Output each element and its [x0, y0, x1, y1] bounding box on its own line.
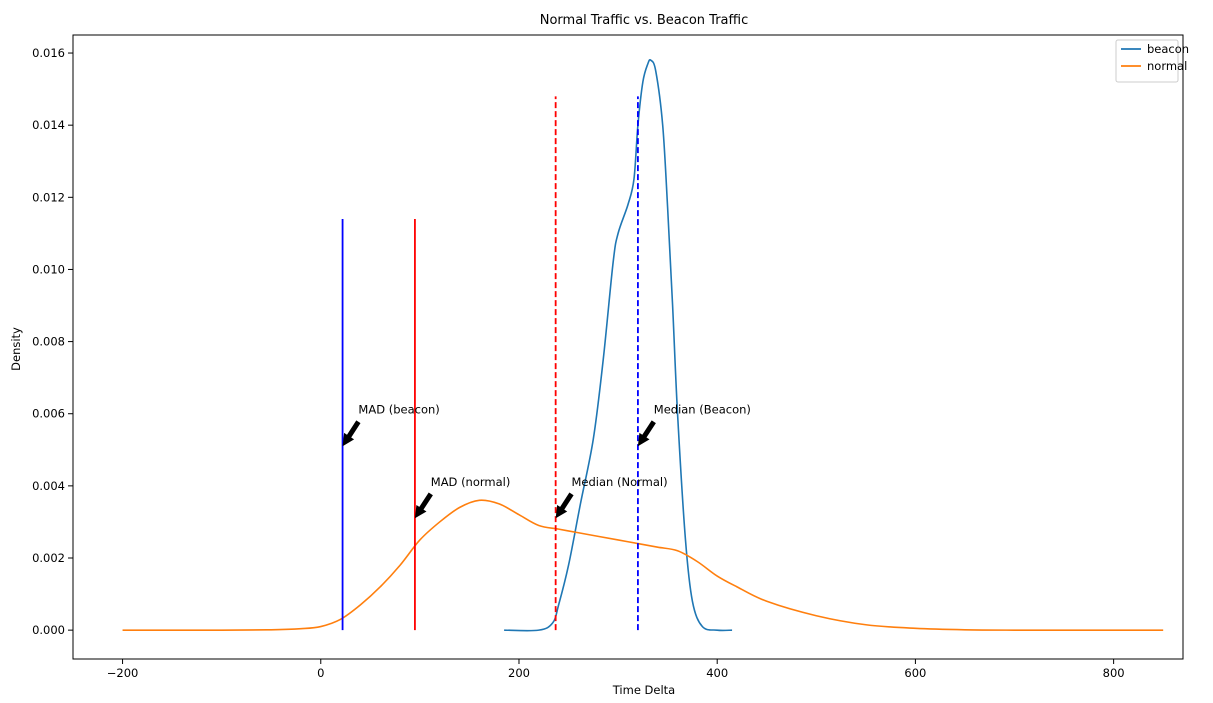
y-tick-label: 0.014 [32, 118, 65, 132]
annotation-arrow [637, 420, 656, 447]
annotation-arrow [414, 492, 433, 519]
annotation-arrow [555, 492, 574, 519]
x-tick-label: 200 [508, 666, 530, 680]
annotation-label: Median (Beacon) [654, 403, 751, 417]
y-tick-label: 0.002 [32, 551, 65, 565]
chart-title: Normal Traffic vs. Beacon Traffic [540, 13, 749, 28]
y-tick-label: 0.010 [32, 262, 65, 276]
plot-area: −200 0 200 400 600 800 0.000 0.002 0.004 0.006 0.0… [32, 34, 1189, 680]
y-tick-label: 0.006 [32, 407, 65, 421]
annotation-arrow [342, 420, 361, 447]
series-line-beacon [504, 59, 733, 632]
legend-label-normal: normal [1147, 59, 1187, 73]
y-tick-label: 0.000 [32, 623, 65, 637]
x-tick-label: 800 [1103, 666, 1125, 680]
annotation-label: MAD (normal) [431, 475, 511, 489]
y-tick-label: 0.016 [32, 46, 65, 60]
legend-box [1115, 39, 1179, 83]
y-tick-label: 0.012 [32, 190, 65, 204]
series-line-normal [122, 499, 1164, 631]
y-axis-label: Density [9, 327, 23, 371]
y-tick-label: 0.004 [32, 479, 65, 493]
x-tick-label: −200 [107, 666, 139, 680]
x-tick-label: 600 [904, 666, 926, 680]
plot-frame [72, 34, 1184, 660]
x-axis-label: Time Delta [612, 683, 675, 697]
y-tick-label: 0.008 [32, 335, 65, 349]
legend-label-beacon: beacon [1147, 42, 1189, 56]
x-tick-label: 0 [317, 666, 324, 680]
annotation-label: Median (Normal) [572, 475, 668, 489]
legend: beacon normal [1115, 39, 1189, 83]
annotation-label: MAD (beacon) [358, 403, 439, 417]
x-tick-label: 400 [706, 666, 728, 680]
